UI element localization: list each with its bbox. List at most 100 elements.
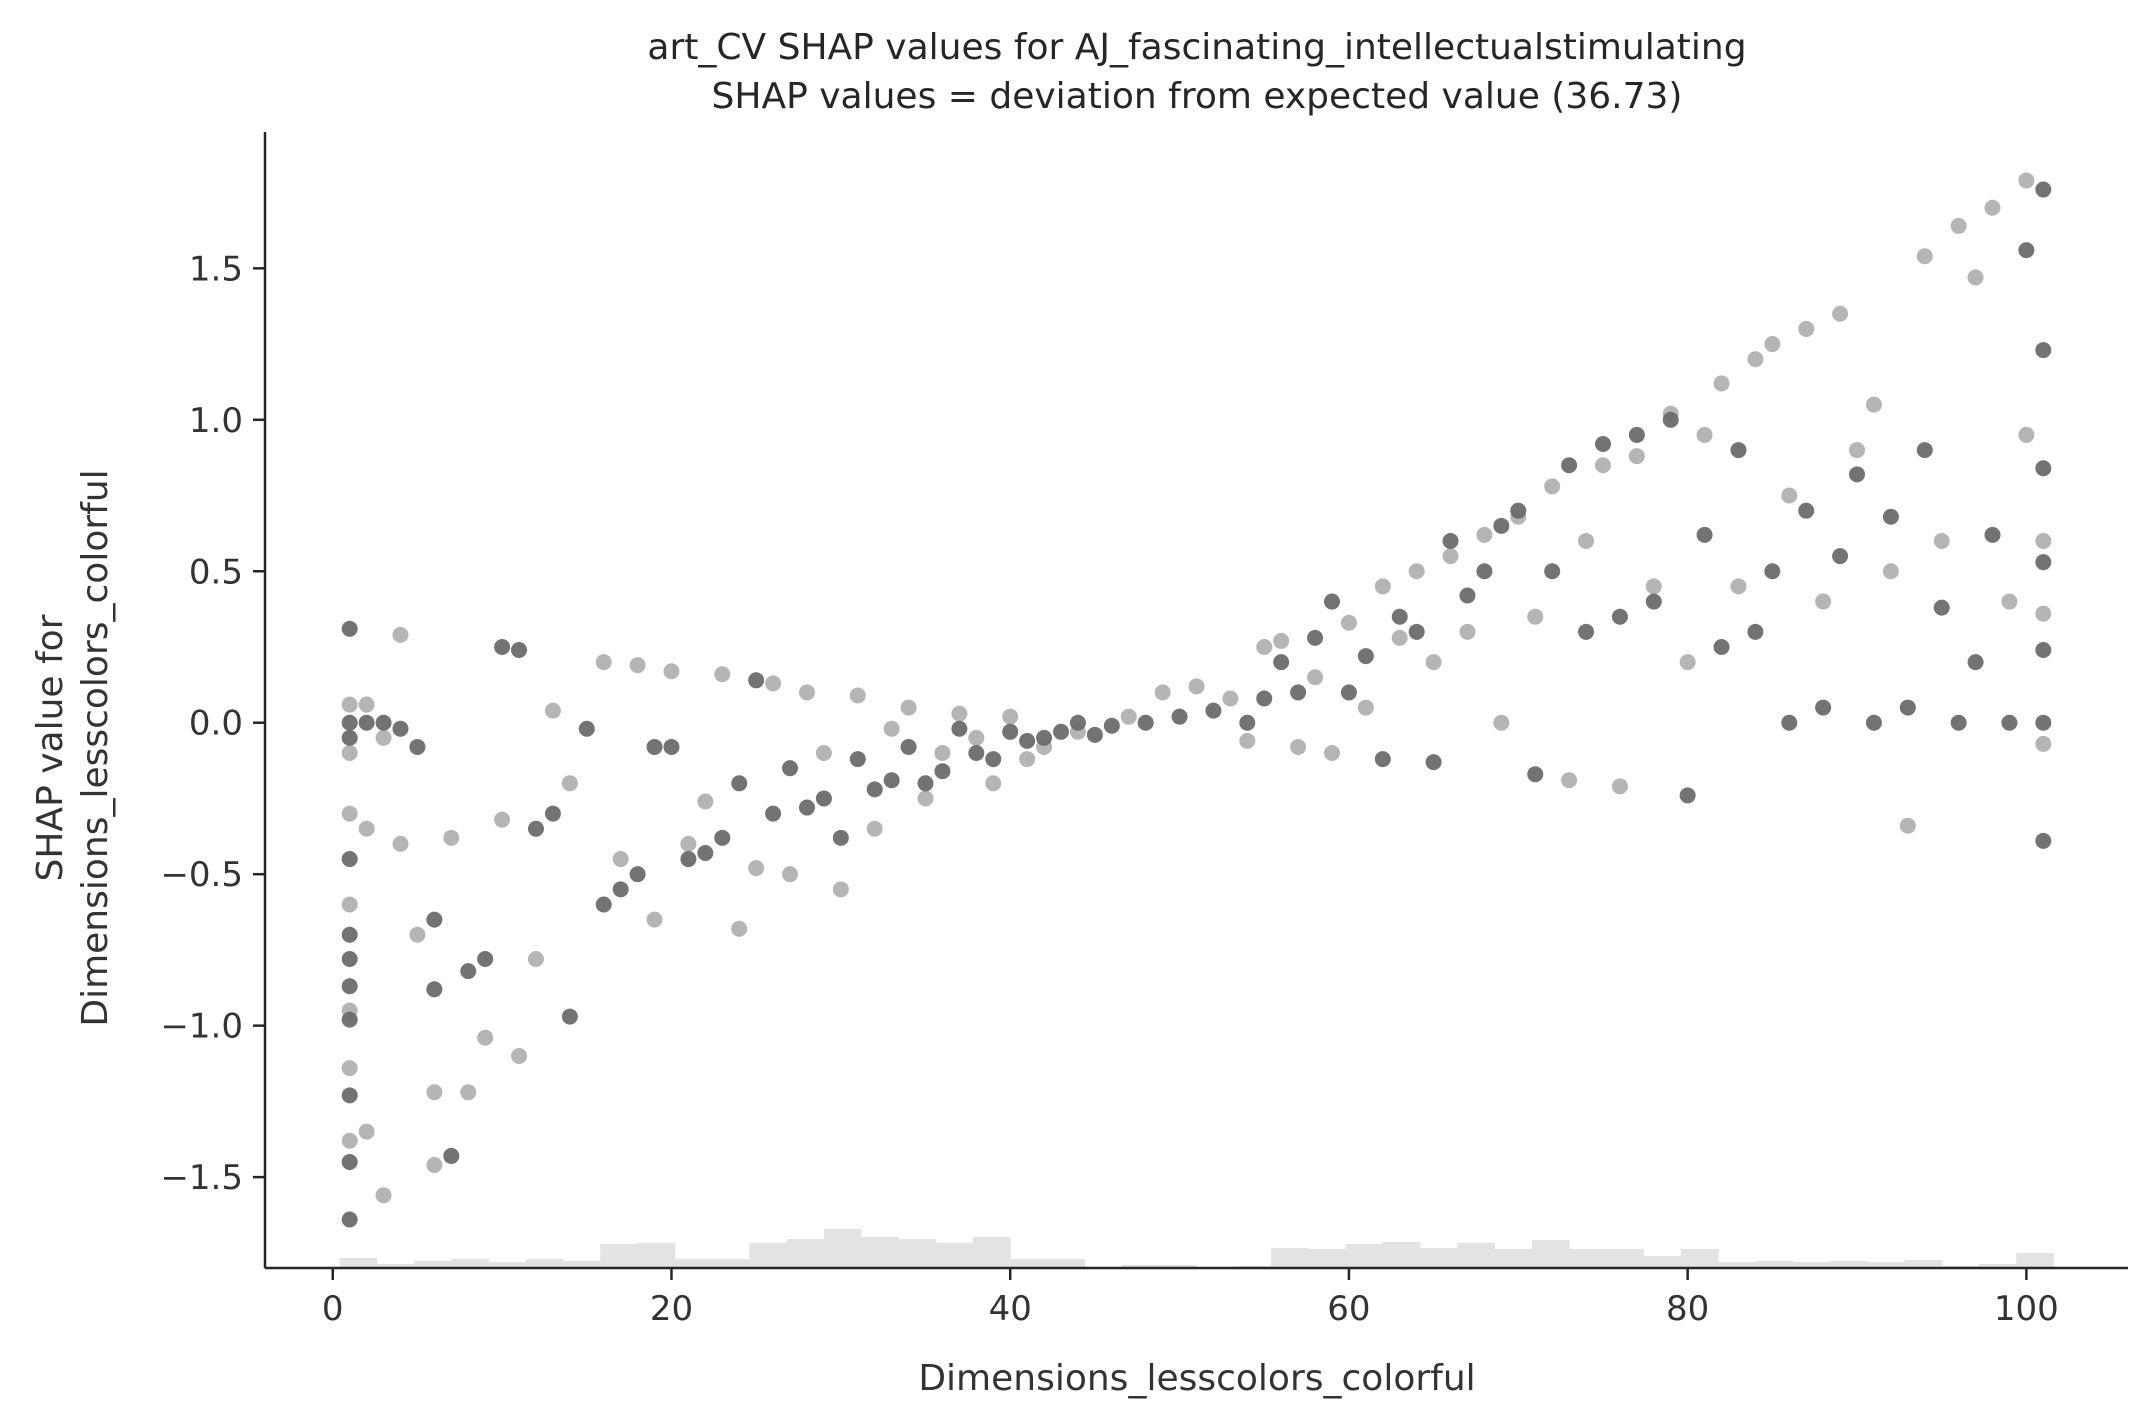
- y-tick-label: −1.0: [160, 1007, 243, 1047]
- scatter-point: [1696, 426, 1713, 443]
- scatter-point: [1442, 532, 1459, 549]
- scatter-point: [612, 881, 629, 898]
- x-tick-label: 100: [1994, 1289, 2059, 1329]
- histogram-bar: [339, 1258, 378, 1268]
- scatter-point: [426, 981, 443, 998]
- scatter-point: [1527, 608, 1544, 625]
- histogram-bar: [823, 1229, 862, 1268]
- scatter-point: [2035, 460, 2052, 477]
- scatter-point: [1103, 717, 1120, 734]
- scatter-point: [1290, 738, 1307, 755]
- scatter-point: [1544, 563, 1561, 580]
- scatter-point: [1578, 532, 1595, 549]
- scatter-point: [2035, 714, 2052, 731]
- scatter-point: [849, 751, 866, 768]
- x-tick-label: 20: [650, 1289, 693, 1329]
- scatter-point: [1882, 508, 1899, 525]
- chart-subtitle: SHAP values = deviation from expected va…: [712, 76, 1683, 117]
- scatter-point: [1002, 708, 1019, 725]
- scatter-point: [2001, 593, 2018, 610]
- scatter-point: [1053, 723, 1070, 740]
- x-tick-label: 80: [1666, 1289, 1709, 1329]
- scatter-point: [477, 1029, 494, 1046]
- scatter-point: [1645, 593, 1662, 610]
- scatter-point: [358, 1123, 375, 1140]
- scatter-point: [1459, 587, 1476, 604]
- histogram-bar: [1308, 1249, 1347, 1268]
- scatter-point: [731, 920, 748, 937]
- scatter-point: [680, 851, 697, 868]
- scatter-point: [646, 911, 663, 928]
- scatter-point: [1019, 732, 1036, 749]
- scatter-point: [1171, 708, 1188, 725]
- histogram-bar: [1121, 1265, 1160, 1268]
- scatter-point: [1899, 699, 1916, 716]
- histogram-bar: [749, 1243, 788, 1268]
- histogram-bar: [1792, 1262, 1831, 1268]
- scatter-point: [1120, 708, 1137, 725]
- scatter-point: [2018, 172, 2035, 189]
- histogram-bar: [1867, 1262, 1905, 1268]
- scatter-point: [1391, 608, 1408, 625]
- scatter-point: [1916, 442, 1933, 459]
- scatter-point: [1307, 629, 1324, 646]
- scatter-point: [1069, 714, 1086, 731]
- scatter-point: [1510, 502, 1527, 519]
- scatter-point: [968, 745, 985, 762]
- scatter-point: [1544, 478, 1561, 495]
- scatter-point: [1798, 320, 1815, 337]
- scatter-point: [1832, 305, 1849, 322]
- histogram-bar: [1643, 1256, 1682, 1268]
- scatter-point: [1391, 629, 1408, 646]
- scatter-point: [1933, 532, 1950, 549]
- scatter-point: [341, 951, 358, 968]
- scatter-point: [1154, 684, 1171, 701]
- scatter-point: [1764, 336, 1781, 353]
- scatter-point: [2018, 426, 2035, 443]
- scatter-point: [1730, 442, 1747, 459]
- scatter-point: [341, 805, 358, 822]
- scatter-point: [866, 820, 883, 837]
- scatter-point: [765, 675, 782, 692]
- scatter-point: [1747, 623, 1764, 640]
- x-axis-ticks: 0 20 40 60 80 100: [322, 1268, 2059, 1329]
- histogram-bar: [1494, 1249, 1533, 1268]
- histogram-bar: [2016, 1253, 2054, 1268]
- scatter-point: [1916, 248, 1933, 265]
- histogram-bar: [563, 1261, 601, 1268]
- scatter-point: [358, 820, 375, 837]
- scatter-point: [1205, 702, 1222, 719]
- scatter-point: [2035, 642, 2052, 659]
- scatter-point: [1679, 654, 1696, 671]
- scatter-point: [341, 926, 358, 943]
- scatter-point: [985, 775, 1002, 792]
- scatter-point: [1747, 351, 1764, 368]
- scatter-point: [341, 1211, 358, 1228]
- scatter-point: [460, 963, 477, 980]
- scatter-point: [1984, 199, 2001, 216]
- x-tick-label: 0: [322, 1289, 344, 1329]
- histogram-bar: [1829, 1261, 1868, 1268]
- scatter-point: [2035, 605, 2052, 622]
- scatter-point: [1696, 526, 1713, 543]
- y-tick-label: 0.5: [189, 552, 243, 592]
- scatter-point: [2018, 242, 2035, 259]
- scatter-point: [2035, 342, 2052, 359]
- scatter-point: [1950, 714, 1967, 731]
- scatter-point: [1340, 684, 1357, 701]
- scatter-point: [1340, 614, 1357, 631]
- scatter-point: [1459, 623, 1476, 640]
- scatter-point: [1036, 729, 1053, 746]
- scatter-point: [527, 951, 544, 968]
- scatter-point: [595, 654, 612, 671]
- y-axis-label-line-2: Dimensions_lesscolors_colorful: [75, 469, 116, 1026]
- scatter-point: [426, 1157, 443, 1174]
- scatter-point: [1781, 487, 1798, 504]
- scatter-point: [426, 911, 443, 928]
- scatter-point: [1713, 375, 1730, 392]
- scatter-point: [595, 896, 612, 913]
- scatter-point: [341, 851, 358, 868]
- scatter-point: [1815, 699, 1832, 716]
- scatter-point: [697, 793, 714, 810]
